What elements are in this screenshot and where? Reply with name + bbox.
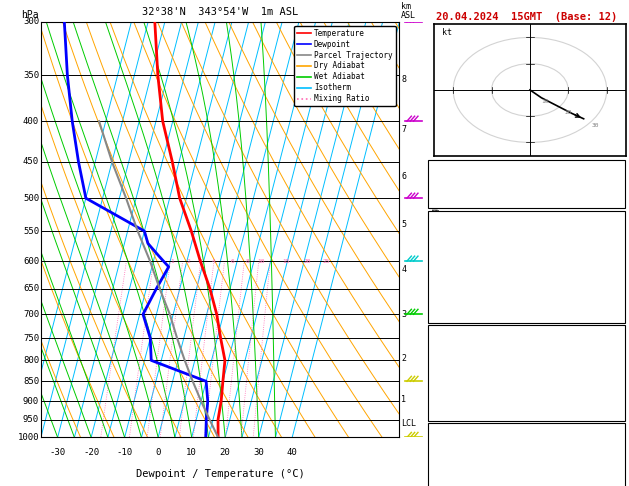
Text: θₑ (K): θₑ (K) xyxy=(430,361,462,370)
Text: Mixing Ratio (g/kg): Mixing Ratio (g/kg) xyxy=(431,203,440,298)
Text: 7: 7 xyxy=(401,125,406,134)
Text: 1000: 1000 xyxy=(18,433,39,442)
Text: 32°38'N  343°54'W  1m ASL: 32°38'N 343°54'W 1m ASL xyxy=(142,7,298,17)
Text: 1: 1 xyxy=(170,259,174,263)
Text: 850: 850 xyxy=(23,377,39,386)
Text: 20: 20 xyxy=(304,259,311,263)
Text: Surface: Surface xyxy=(508,214,545,224)
Text: CIN (J): CIN (J) xyxy=(430,409,468,418)
Text: 350: 350 xyxy=(23,70,39,80)
Text: -30: -30 xyxy=(50,448,65,457)
Text: 30: 30 xyxy=(253,448,264,457)
Text: 8: 8 xyxy=(401,75,406,85)
Text: 1: 1 xyxy=(617,311,623,320)
Text: 450: 450 xyxy=(23,157,39,166)
Text: 6: 6 xyxy=(617,278,623,288)
Text: 317: 317 xyxy=(606,361,623,370)
Text: 20: 20 xyxy=(565,109,572,115)
Text: 1: 1 xyxy=(401,395,406,403)
Text: 10: 10 xyxy=(612,393,623,402)
Text: CAPE (J): CAPE (J) xyxy=(430,295,473,304)
Text: 5: 5 xyxy=(401,220,406,229)
Text: 8: 8 xyxy=(245,259,249,263)
Text: -20: -20 xyxy=(83,448,99,457)
Text: kt: kt xyxy=(442,28,452,37)
Text: Temp (°C): Temp (°C) xyxy=(430,230,479,240)
Text: 25: 25 xyxy=(322,259,330,263)
Text: Hodograph: Hodograph xyxy=(502,427,550,436)
Text: © weatheronline.co.uk: © weatheronline.co.uk xyxy=(474,471,579,480)
Text: 17.9: 17.9 xyxy=(601,230,623,240)
Text: 317: 317 xyxy=(606,262,623,272)
Text: 21: 21 xyxy=(612,459,623,468)
Text: Lifted Index: Lifted Index xyxy=(430,278,495,288)
Text: Most Unstable: Most Unstable xyxy=(491,329,561,338)
Text: 40: 40 xyxy=(287,448,298,457)
Text: Totals Totals: Totals Totals xyxy=(430,180,500,189)
Text: 550: 550 xyxy=(23,226,39,236)
Text: 700: 700 xyxy=(23,310,39,319)
Text: 600: 600 xyxy=(23,257,39,265)
Text: PW (cm): PW (cm) xyxy=(430,196,468,205)
Text: SREH: SREH xyxy=(430,459,452,468)
Text: LCL: LCL xyxy=(401,419,416,428)
Text: Lifted Index: Lifted Index xyxy=(430,377,495,386)
Text: 950: 950 xyxy=(23,415,39,424)
Text: 15: 15 xyxy=(282,259,289,263)
Text: km
ASL: km ASL xyxy=(401,2,416,20)
Text: θₑ(K): θₑ(K) xyxy=(430,262,457,272)
Text: 6: 6 xyxy=(230,259,234,263)
Text: StmDir: StmDir xyxy=(430,475,462,484)
Text: 750: 750 xyxy=(23,333,39,343)
Text: 20: 20 xyxy=(220,448,231,457)
Text: 2: 2 xyxy=(401,354,406,363)
Text: 6: 6 xyxy=(617,164,623,173)
Text: 14.2: 14.2 xyxy=(601,246,623,256)
Text: 10: 10 xyxy=(186,448,197,457)
Text: 900: 900 xyxy=(23,397,39,405)
Text: 3: 3 xyxy=(401,310,406,319)
Text: 340°: 340° xyxy=(601,475,623,484)
Text: 1: 1 xyxy=(617,409,623,418)
Text: 10: 10 xyxy=(257,259,264,263)
Text: 2.02: 2.02 xyxy=(601,196,623,205)
Text: 300: 300 xyxy=(23,17,39,26)
Text: 3: 3 xyxy=(198,259,202,263)
Text: 2: 2 xyxy=(187,259,191,263)
Text: hPa: hPa xyxy=(21,10,39,20)
Text: 10: 10 xyxy=(612,295,623,304)
Text: 20.04.2024  15GMT  (Base: 12): 20.04.2024 15GMT (Base: 12) xyxy=(436,12,618,22)
Text: 10: 10 xyxy=(542,99,549,104)
Text: 6: 6 xyxy=(617,377,623,386)
Text: 800: 800 xyxy=(23,356,39,365)
Text: Dewpoint / Temperature (°C): Dewpoint / Temperature (°C) xyxy=(136,469,304,479)
Text: Dewp (°C): Dewp (°C) xyxy=(430,246,479,256)
Text: Pressure (mb): Pressure (mb) xyxy=(430,345,500,354)
Text: 650: 650 xyxy=(23,284,39,293)
Text: 1018: 1018 xyxy=(601,345,623,354)
Text: 34: 34 xyxy=(612,180,623,189)
Text: CIN (J): CIN (J) xyxy=(430,311,468,320)
Text: 4: 4 xyxy=(401,265,406,274)
Legend: Temperature, Dewpoint, Parcel Trajectory, Dry Adiabat, Wet Adiabat, Isotherm, Mi: Temperature, Dewpoint, Parcel Trajectory… xyxy=(294,26,396,106)
Text: EH: EH xyxy=(430,443,441,452)
Text: K: K xyxy=(430,164,436,173)
Text: -10: -10 xyxy=(606,443,623,452)
Text: -10: -10 xyxy=(116,448,133,457)
Text: CAPE (J): CAPE (J) xyxy=(430,393,473,402)
Text: 4: 4 xyxy=(212,259,216,263)
Text: 30: 30 xyxy=(591,122,599,128)
Text: 0: 0 xyxy=(155,448,161,457)
Text: 6: 6 xyxy=(401,173,406,181)
Text: 400: 400 xyxy=(23,117,39,126)
Text: 500: 500 xyxy=(23,194,39,203)
